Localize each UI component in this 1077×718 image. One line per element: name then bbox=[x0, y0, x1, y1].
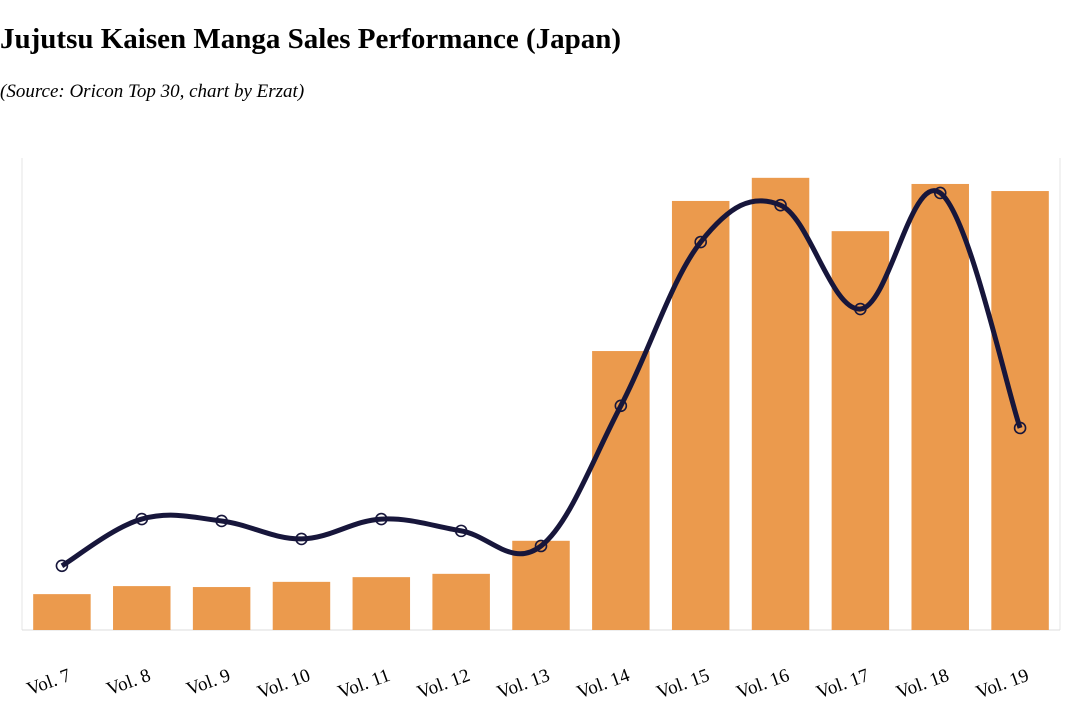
point bbox=[295, 532, 308, 546]
x-tick-label: Vol. 7 bbox=[24, 665, 74, 700]
bar bbox=[352, 577, 411, 630]
line bbox=[60, 188, 1023, 568]
x-tick-label: Vol. 8 bbox=[104, 665, 154, 700]
x-tick-label: Vol. 11 bbox=[335, 665, 393, 703]
x-tick-label: Vol. 12 bbox=[414, 665, 472, 703]
bar bbox=[432, 573, 490, 630]
bar bbox=[671, 200, 730, 630]
x-tick-label: Vol. 19 bbox=[973, 665, 1031, 703]
bar bbox=[192, 587, 251, 630]
point bbox=[614, 399, 628, 413]
x-tick-label: Vol. 15 bbox=[654, 665, 712, 703]
point bbox=[375, 512, 388, 526]
bar bbox=[33, 594, 91, 630]
x-tick-label: Vol. 9 bbox=[184, 665, 234, 700]
bar bbox=[592, 351, 650, 630]
point bbox=[135, 512, 149, 526]
x-tick-label: Vol. 14 bbox=[574, 665, 633, 704]
point bbox=[215, 514, 228, 528]
point bbox=[933, 186, 947, 200]
chart-title: Jujutsu Kaisen Manga Sales Performance (… bbox=[0, 23, 621, 55]
point bbox=[694, 235, 707, 249]
bar bbox=[113, 586, 171, 630]
bar bbox=[751, 177, 810, 630]
x-tick-label: Vol. 18 bbox=[893, 665, 951, 703]
point bbox=[454, 524, 468, 538]
point bbox=[774, 198, 787, 212]
point bbox=[534, 539, 548, 553]
x-tick-label: Vol. 17 bbox=[814, 665, 872, 703]
bar bbox=[911, 183, 969, 630]
chart-subtitle: (Source: Oricon Top 30, chart by Erzat) bbox=[0, 81, 304, 102]
bar bbox=[991, 191, 1049, 631]
point bbox=[55, 559, 69, 573]
point bbox=[854, 302, 867, 316]
bar bbox=[272, 581, 331, 630]
x-tick-label: Vol. 16 bbox=[734, 665, 792, 703]
x-tick-label: Vol. 13 bbox=[494, 665, 552, 703]
point bbox=[1013, 421, 1027, 435]
x-tick-label: Vol. 10 bbox=[255, 665, 313, 703]
